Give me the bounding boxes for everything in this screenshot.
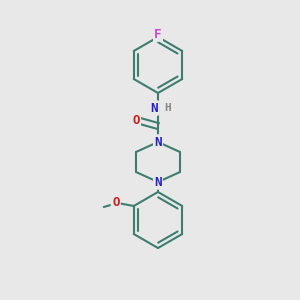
Text: O: O (132, 115, 140, 128)
Text: N: N (154, 136, 162, 148)
Text: F: F (154, 28, 162, 40)
Text: N: N (150, 101, 158, 115)
Text: O: O (112, 196, 119, 209)
Text: H: H (165, 103, 171, 113)
Text: N: N (154, 176, 162, 188)
